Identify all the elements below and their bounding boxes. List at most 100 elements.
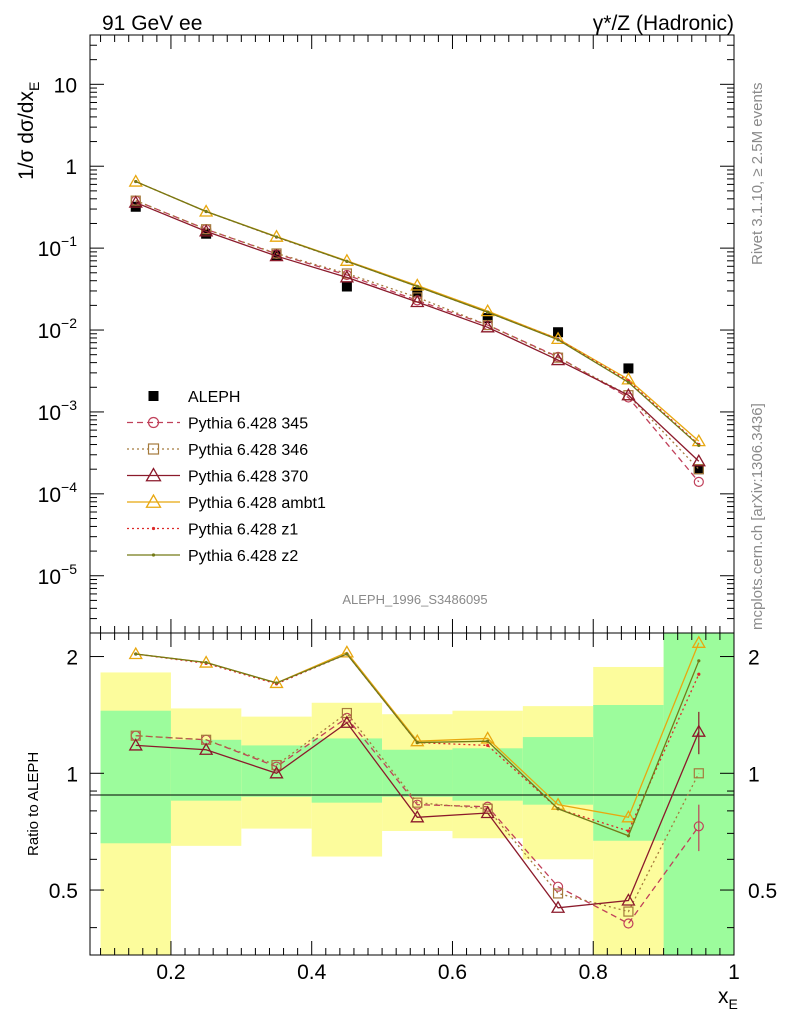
data-point bbox=[621, 810, 636, 823]
data-point bbox=[486, 743, 490, 748]
data-point bbox=[482, 313, 493, 324]
y-tick-base: 10 bbox=[38, 402, 61, 425]
data-point bbox=[626, 829, 631, 833]
data-point bbox=[274, 681, 279, 685]
data-point bbox=[204, 660, 208, 665]
y-tick-label: 1 bbox=[65, 156, 77, 179]
legend-marker bbox=[151, 553, 156, 557]
series-line bbox=[135, 712, 700, 913]
data-point bbox=[480, 303, 495, 317]
data-point bbox=[415, 740, 419, 745]
y-tick-label: 10−1 bbox=[38, 233, 78, 261]
data-point bbox=[693, 768, 704, 779]
data-point bbox=[697, 672, 701, 676]
data-point bbox=[341, 281, 352, 292]
data-point bbox=[339, 270, 355, 283]
data-point bbox=[697, 659, 701, 663]
data-point bbox=[691, 453, 706, 467]
ratio-frame bbox=[89, 632, 735, 956]
data-point bbox=[621, 893, 636, 906]
legend-marker bbox=[145, 493, 162, 508]
data-point bbox=[199, 742, 214, 755]
uncertainty-band-inner bbox=[663, 633, 734, 955]
data-point bbox=[269, 248, 284, 262]
uncertainty-band-inner bbox=[100, 710, 171, 844]
ratio-marks bbox=[128, 635, 706, 929]
legend: ALEPH Pythia 6.428 345 Pythia 6.428 346 Pyt… bbox=[127, 389, 326, 565]
legend-label: Pythia 6.428 345 bbox=[188, 416, 308, 433]
data-point bbox=[134, 652, 138, 656]
data-point bbox=[134, 179, 138, 184]
data-point bbox=[621, 387, 636, 401]
data-point bbox=[271, 250, 282, 261]
data-point bbox=[623, 918, 634, 929]
uncertainty-band-inner bbox=[593, 704, 664, 841]
data-point bbox=[480, 805, 495, 819]
data-point bbox=[626, 380, 631, 384]
uncertainty-band-inner bbox=[452, 748, 523, 801]
y-tick-exponent: −3 bbox=[61, 397, 77, 413]
data-point bbox=[693, 464, 704, 475]
data-point bbox=[128, 174, 143, 187]
data-point bbox=[693, 464, 704, 475]
data-point bbox=[269, 765, 284, 779]
rivet-label: Rivet 3.1.10, ≥ 2.5M events bbox=[749, 83, 766, 266]
data-point bbox=[556, 338, 560, 342]
data-point bbox=[486, 310, 490, 314]
y-tick-base: 10 bbox=[38, 238, 61, 261]
series-line bbox=[135, 200, 700, 470]
series-line bbox=[135, 201, 700, 462]
data-point bbox=[626, 834, 631, 838]
y-tick-base: 10 bbox=[38, 320, 61, 343]
y-axis-title: 1/σ dσ/dxE bbox=[15, 82, 42, 180]
legend-marker bbox=[147, 443, 160, 455]
y-tick-label-right: 2 bbox=[748, 647, 760, 670]
ratio-bands bbox=[100, 633, 734, 955]
y-tick-exponent: −1 bbox=[61, 233, 77, 249]
legend-label: Pythia 6.428 ambt1 bbox=[188, 495, 326, 512]
data-point bbox=[410, 294, 425, 308]
data-point bbox=[550, 352, 566, 366]
ratio-axis-title: Ratio to ALEPH bbox=[25, 752, 42, 856]
legend-marker bbox=[148, 391, 159, 401]
data-point bbox=[486, 739, 490, 743]
data-point bbox=[552, 881, 564, 892]
y-tick-label-right: 0.5 bbox=[748, 880, 777, 903]
header-left: 91 GeV ee bbox=[102, 12, 202, 35]
data-point bbox=[410, 278, 425, 291]
ratio-axes: 0.2 0.4 0.6 0.8 1 0.5 0.5 1 1 2 2 bbox=[49, 633, 777, 984]
data-point bbox=[691, 635, 706, 648]
mcplots-label: mcplots.cern.ch [arXiv:1306.3436] bbox=[749, 403, 766, 630]
y-tick-label-left: 2 bbox=[66, 647, 78, 670]
data-point bbox=[480, 319, 495, 333]
analysis-label: ALEPH_1996_S3486095 bbox=[342, 592, 487, 607]
data-point bbox=[693, 821, 704, 832]
data-point bbox=[204, 209, 208, 214]
series-line bbox=[135, 653, 700, 832]
data-point bbox=[623, 906, 634, 917]
header-right: γ*/Z (Hadronic) bbox=[593, 12, 734, 35]
y-tick-label-left: 0.5 bbox=[49, 880, 78, 903]
data-point bbox=[550, 900, 566, 913]
y-tick-label: 10−3 bbox=[38, 397, 78, 425]
main-marks bbox=[128, 174, 706, 487]
x-tick-label: 0.4 bbox=[297, 961, 327, 984]
data-point bbox=[693, 476, 704, 487]
y-tick-label: 10−5 bbox=[38, 561, 78, 589]
data-point bbox=[412, 797, 423, 808]
y-tick-label-right: 1 bbox=[748, 763, 760, 786]
y-tick-exponent: −5 bbox=[61, 561, 77, 577]
data-point bbox=[128, 195, 143, 208]
legend-marker bbox=[151, 526, 156, 531]
legend-label: Pythia 6.428 346 bbox=[188, 442, 308, 459]
data-point bbox=[410, 810, 425, 823]
y-tick-label: 10 bbox=[54, 74, 77, 97]
data-point bbox=[691, 724, 706, 737]
uncertainty-band-inner bbox=[311, 738, 383, 803]
x-tick-label: 0.6 bbox=[438, 961, 467, 984]
y-tick-label: 10−4 bbox=[38, 479, 78, 507]
data-point bbox=[274, 235, 279, 239]
axis-labels: 1/σ dσ/dxE Ratio to ALEPH xE Rivet 3.1.10, … bbox=[15, 82, 766, 1012]
